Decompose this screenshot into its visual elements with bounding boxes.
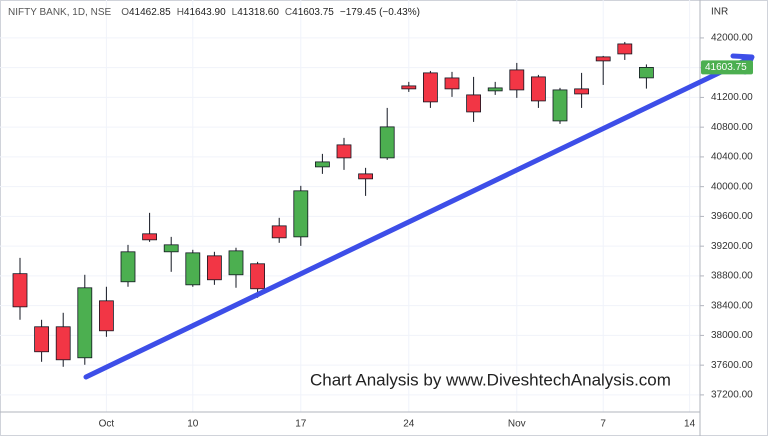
x-tick-label: 24: [403, 419, 415, 430]
y-tick-label: 40800.00: [711, 122, 753, 133]
header-field-value: 41462.85: [129, 7, 171, 18]
currency-label: INR: [711, 7, 728, 18]
last-price-box: [701, 60, 753, 75]
overlay: Chart Analysis by www.DiveshtechAnalysis…: [83, 53, 755, 389]
header-field-value: 41318.60: [237, 7, 279, 18]
candle-body: [401, 85, 417, 90]
candle-body: [228, 250, 244, 276]
candle-body: [466, 94, 482, 113]
candle-body: [271, 225, 287, 239]
candles: [12, 41, 654, 367]
candle-body: [552, 89, 568, 122]
candle-body: [639, 66, 654, 79]
candle-body: [55, 326, 71, 361]
candle-body: [185, 252, 201, 286]
x-tick-label: 14: [684, 419, 696, 430]
candle-body: [574, 88, 589, 95]
y-tick-label: 37200.00: [711, 390, 753, 401]
y-tick-label: 40400.00: [711, 152, 753, 163]
candle-body: [163, 244, 179, 253]
grid: [0, 0, 700, 412]
y-tick-label: 39600.00: [711, 211, 753, 222]
candle-body: [422, 72, 438, 103]
candle-body: [206, 255, 222, 281]
y-tick-label: 38000.00: [711, 330, 753, 341]
candle-body: [487, 87, 503, 92]
candle-body: [509, 69, 525, 91]
candle-body: [77, 287, 93, 359]
candle-body: [444, 77, 460, 90]
candle-body: [314, 161, 330, 168]
header-field-value: 41603.75: [292, 7, 334, 18]
watermark: Chart Analysis by www.DiveshtechAnalysis…: [310, 370, 671, 389]
candle-body: [358, 173, 374, 180]
candle-body: [120, 251, 136, 283]
header-field-label: C: [285, 7, 292, 18]
candle-body: [99, 300, 114, 332]
candle-body: [617, 43, 633, 55]
y-tick-label: 38400.00: [711, 300, 753, 311]
y-tick-label: 42000.00: [711, 33, 753, 44]
last-price-label: 41603.75: [705, 62, 747, 73]
header: NIFTY BANK, 1D, NSE O41462.85 H41643.90 L41…: [8, 7, 420, 18]
header-change: −179.45 (−0.43%): [340, 7, 420, 18]
header-field-value: 41643.90: [184, 7, 226, 18]
x-tick-label: 7: [600, 419, 606, 430]
trend-arrow: [83, 56, 751, 380]
x-tick-label: 10: [187, 419, 199, 430]
x-tick-label: Nov: [508, 419, 526, 430]
y-tick-label: 41200.00: [711, 92, 753, 103]
x-tick-label: 17: [295, 419, 307, 430]
candle-body: [142, 233, 158, 241]
candle-body: [12, 273, 28, 308]
header-field-label: L: [232, 7, 238, 18]
candle-body: [293, 190, 309, 238]
candle-body: [250, 263, 266, 290]
y-tick-label: 37600.00: [711, 360, 753, 371]
candle-body: [595, 56, 611, 62]
y-tick-label: 39200.00: [711, 241, 753, 252]
candle-body: [336, 144, 352, 159]
candle-body: [34, 326, 49, 353]
header-field-label: H: [177, 7, 184, 18]
y-tick-label: 40000.00: [711, 181, 753, 192]
header-symbol: NIFTY BANK, 1D, NSE: [8, 7, 112, 18]
y-tick-label: 38800.00: [711, 271, 753, 282]
candle-body: [379, 126, 395, 159]
candle-body: [531, 76, 546, 102]
header-field-label: O: [121, 7, 129, 18]
x-tick-label: Oct: [99, 419, 115, 430]
